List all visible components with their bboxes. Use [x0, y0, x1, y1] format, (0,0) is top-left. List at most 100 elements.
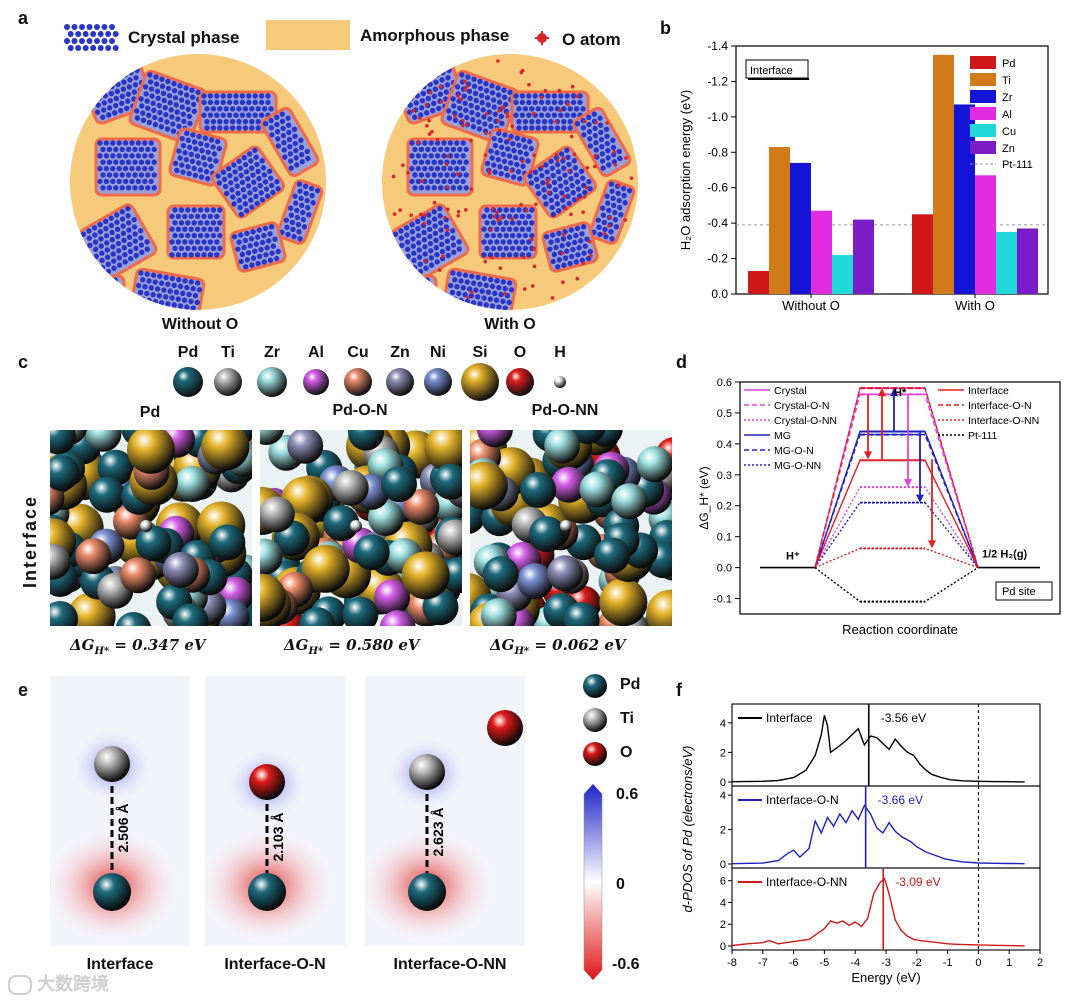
- o-atom: [532, 264, 537, 269]
- x-axis-label: Energy (eV): [851, 970, 920, 985]
- o-atom: [438, 84, 443, 89]
- o-atom: [594, 120, 598, 125]
- o-atom: [522, 255, 526, 259]
- x-tick-label: -7: [758, 957, 768, 969]
- o-atom: [428, 90, 433, 95]
- o-atom: [575, 276, 580, 281]
- crystal-grain: [90, 274, 126, 310]
- y-tick-label: 6: [720, 876, 726, 888]
- o-atom: [522, 287, 527, 291]
- o-atom: [446, 207, 450, 212]
- o-atom: [492, 214, 497, 219]
- element-label-al: Al: [308, 344, 324, 361]
- watermark-logo-icon: [8, 975, 32, 996]
- crystal-grain: [440, 69, 520, 145]
- distance-label: 2.623 Å: [430, 807, 446, 856]
- o-atom: [498, 266, 503, 270]
- o-atom: [427, 118, 431, 123]
- arrow-head: [864, 451, 872, 460]
- atom: [374, 579, 411, 616]
- colorbar-max-label: 0.6: [616, 786, 639, 803]
- panel-b-bar-chart: 0.0 -0.2 -0.4 -0.6 -0.8 -1.0 -1.2 -1.4 H₂O adsor…: [678, 39, 1049, 313]
- legend-swatch-al: [970, 107, 996, 120]
- title-pd-o-nn: Pd-O-NN: [531, 402, 599, 419]
- y-tick-label: 0.6: [717, 377, 732, 389]
- legend-label-mg: MG: [774, 430, 791, 442]
- bar-zn-0: [853, 219, 874, 294]
- y-tick-label: -0.8: [707, 145, 728, 159]
- element-label-h: H: [554, 344, 566, 361]
- o-atom: [409, 213, 413, 217]
- colorbar-min-label: -0.6: [612, 956, 640, 973]
- bar-zr-1: [954, 104, 975, 294]
- structure-pd-o-nn: [470, 430, 672, 626]
- o-atom: [530, 237, 534, 242]
- o-atom: [519, 202, 523, 207]
- y-tick-label: -1.0: [707, 110, 728, 124]
- o-atom: [469, 290, 474, 295]
- atom: [301, 544, 350, 593]
- o-atom-swatch-icon: [535, 31, 549, 45]
- crystal-grain: [260, 106, 320, 178]
- x-tick-label: 2: [1037, 957, 1043, 969]
- o-atom: [487, 171, 492, 175]
- o-atom: [545, 181, 550, 186]
- y-tick-label: -0.2: [707, 252, 728, 266]
- o-atom: [456, 213, 460, 218]
- o-atom: [455, 172, 460, 176]
- crystal-grain: [198, 90, 278, 134]
- site-box: [995, 581, 1053, 601]
- legend-e-pd-label: Pd: [620, 676, 641, 693]
- o-atom: [540, 165, 544, 169]
- legend-e-pd-sphere-icon: [583, 674, 607, 698]
- atom: [50, 601, 79, 626]
- legend-label-al: Al: [1002, 109, 1012, 121]
- crystal-grain: [168, 127, 228, 187]
- element-label-cu: Cu: [347, 344, 369, 361]
- atom: [381, 466, 418, 503]
- element-sphere-h-icon: [554, 376, 566, 388]
- y-tick-label: -0.1: [713, 594, 732, 606]
- o-atom: [593, 154, 598, 158]
- legend-crystal-label: Crystal phase: [128, 28, 240, 47]
- o-atom: [507, 137, 512, 142]
- o-atom: [581, 210, 585, 215]
- o-atom: [563, 206, 568, 211]
- o-atom: [584, 185, 589, 190]
- o-atom: [581, 261, 585, 266]
- legend-label-cu: Cu: [1002, 126, 1016, 138]
- pd-atom: [248, 873, 286, 911]
- atom: [353, 534, 390, 571]
- atom: [162, 551, 199, 588]
- atom: [85, 430, 122, 452]
- atom: [201, 430, 250, 471]
- atom: [480, 597, 517, 626]
- o-atom: [557, 88, 562, 93]
- bar-cu-0: [832, 255, 853, 294]
- pdos-curve-interface-o-n: [731, 804, 1025, 865]
- atom: [174, 465, 211, 502]
- atom: [550, 466, 587, 503]
- o-atom: [391, 174, 396, 179]
- o-atom: [496, 118, 501, 123]
- arrow-head: [928, 540, 936, 549]
- o-atom: [569, 134, 574, 139]
- atom: [260, 538, 283, 575]
- legend-swatch-zr: [970, 90, 996, 103]
- atom: [636, 446, 672, 483]
- o-atom: [435, 138, 440, 142]
- o-atom: [624, 156, 628, 160]
- element-label-pd: Pd: [177, 344, 199, 361]
- ti-atom: [409, 754, 445, 790]
- y-axis-label: d-PDOS of Pd (electrons/eV): [680, 746, 695, 913]
- element-sphere-cu-icon: [344, 368, 372, 396]
- o-atom: [423, 259, 427, 263]
- crystal-grain: [588, 179, 636, 245]
- side-label-interface: Interface: [20, 494, 40, 588]
- atom: [547, 555, 584, 592]
- atom: [599, 578, 648, 626]
- atom: [299, 607, 336, 626]
- legend-swatch-pd: [970, 56, 996, 69]
- legend-label-crystal-o-n: Crystal-O-N: [774, 400, 829, 412]
- o-atom: [462, 79, 467, 84]
